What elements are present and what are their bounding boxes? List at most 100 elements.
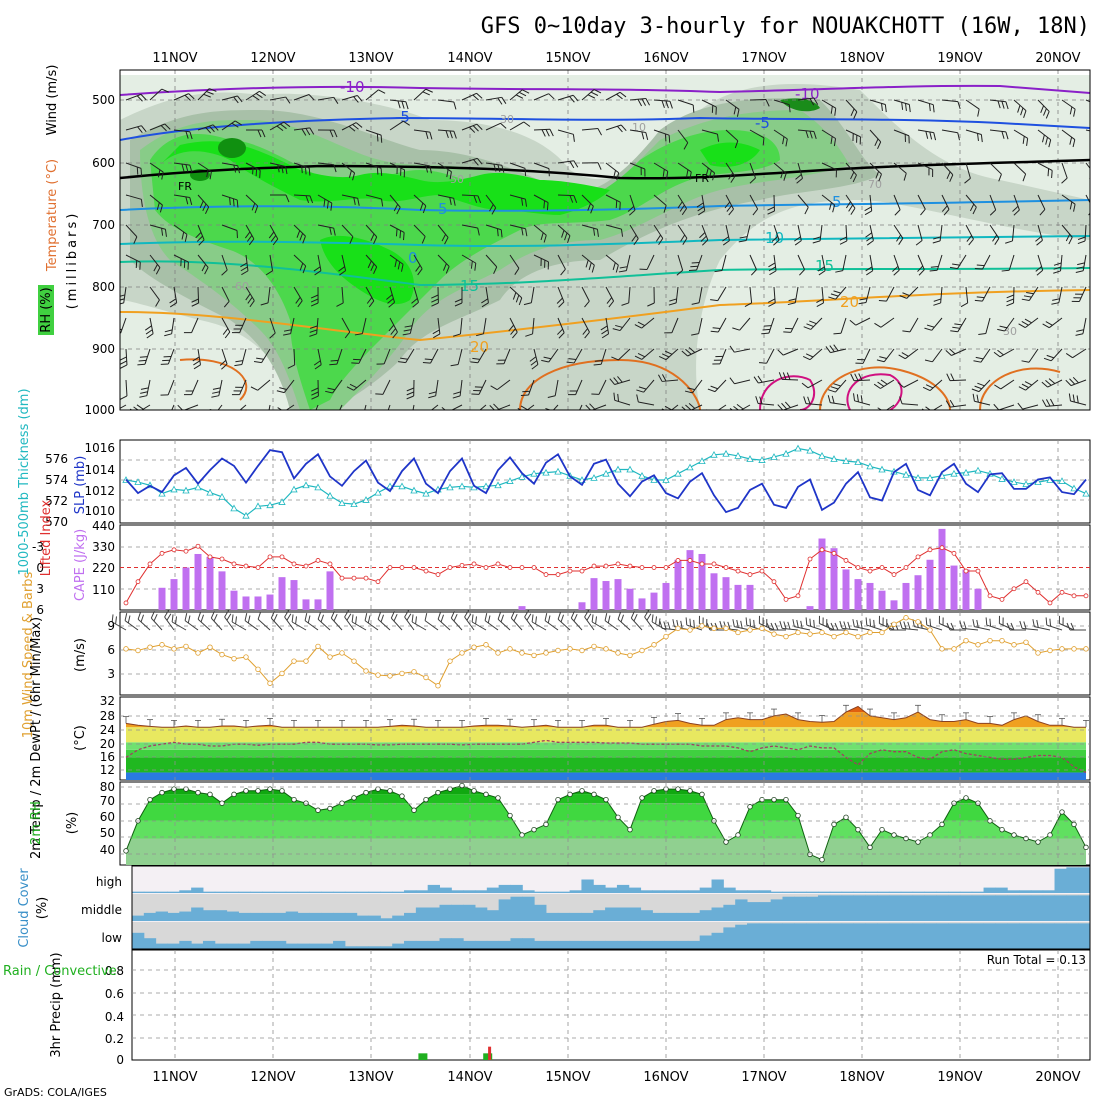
wind-barb bbox=[533, 162, 550, 170]
wind-barb-flag bbox=[272, 238, 279, 246]
thickness-point bbox=[734, 452, 742, 459]
wind-barb-flag bbox=[424, 358, 433, 361]
wind-barb-flag bbox=[685, 348, 692, 355]
li-point bbox=[231, 561, 237, 567]
wind-speed-point bbox=[1011, 642, 1017, 648]
wind-barb-flag bbox=[949, 174, 954, 182]
li-point bbox=[543, 572, 549, 577]
wind-barb-flag bbox=[778, 372, 783, 380]
wind-barb bbox=[965, 224, 974, 240]
pressure-tick: 700 bbox=[92, 218, 115, 232]
date-tick-label: 17NOV bbox=[741, 1070, 786, 1085]
wind-barb-flag bbox=[615, 265, 619, 273]
wind-barb-flag bbox=[833, 332, 842, 335]
wind-barb-flag bbox=[736, 403, 744, 410]
wind-barb bbox=[479, 404, 487, 410]
rh-point bbox=[255, 788, 261, 794]
wind-barb-flag bbox=[989, 618, 992, 627]
wind-barb-flag bbox=[591, 265, 595, 273]
precip-tick: 0.4 bbox=[105, 1010, 124, 1024]
wind-barb bbox=[941, 162, 954, 176]
wind-speed-point bbox=[915, 619, 921, 625]
wind-barb-flag bbox=[330, 359, 339, 362]
wind-barb bbox=[125, 254, 141, 263]
date-tick-label: 18NOV bbox=[839, 51, 884, 66]
cloud-cover-bar bbox=[841, 891, 854, 893]
wind-barb-flag bbox=[661, 353, 670, 358]
rh-point bbox=[567, 791, 573, 798]
wind-barb-flag bbox=[325, 390, 333, 394]
wind-barb-flag bbox=[301, 165, 303, 174]
wind-barb bbox=[457, 348, 463, 365]
wind-barb-flag bbox=[771, 236, 779, 242]
upper-wind-barbs bbox=[120, 88, 1090, 410]
wind-barb bbox=[120, 404, 127, 409]
wind-barb bbox=[557, 317, 565, 333]
wind-barb bbox=[604, 620, 619, 631]
wind-barb-flag bbox=[1023, 295, 1032, 298]
wind-barb-flag bbox=[313, 266, 321, 272]
cloud-cover-bar bbox=[628, 940, 642, 949]
wind-barb-flag bbox=[833, 344, 839, 352]
wind-speed-point bbox=[123, 646, 129, 652]
wind-barb-flag bbox=[153, 264, 158, 272]
li-point bbox=[1083, 593, 1089, 599]
wind-barb-flag bbox=[1049, 398, 1055, 406]
cloud-cover-bar bbox=[735, 890, 748, 893]
rh-point bbox=[603, 796, 609, 803]
wind-speed-point bbox=[699, 623, 705, 629]
wind-barb-flag bbox=[604, 613, 608, 621]
wind-barb-flag bbox=[327, 387, 336, 391]
wind-barb bbox=[365, 194, 382, 200]
rh-legend-label: RH (%) bbox=[39, 287, 54, 332]
thickness-point bbox=[326, 491, 334, 499]
wind-barb-flag bbox=[253, 360, 262, 364]
cloud-cover-bar bbox=[900, 895, 914, 921]
wind-barb-flag bbox=[850, 373, 855, 381]
wind-barb-flag bbox=[928, 103, 931, 112]
wind-barb-flag bbox=[1069, 137, 1073, 145]
wind-barb-flag bbox=[794, 240, 802, 246]
thickness-point bbox=[182, 486, 190, 494]
cloud-cover-bar bbox=[936, 891, 949, 893]
wind-barb-flag bbox=[543, 200, 546, 209]
wind-barb-flag bbox=[453, 391, 461, 395]
wind-barb bbox=[758, 379, 775, 384]
thickness-point bbox=[686, 463, 694, 471]
wind-barb-flag bbox=[667, 621, 671, 630]
cloud-cover-bar bbox=[132, 932, 145, 949]
wind-barb-flag bbox=[475, 616, 478, 625]
wind-barb-flag bbox=[115, 616, 118, 625]
wind-barb bbox=[886, 286, 895, 302]
wind-barb-flag bbox=[508, 324, 515, 332]
rh-point bbox=[855, 826, 861, 833]
wind-barb-flag bbox=[826, 622, 831, 631]
wind-barb-flag bbox=[732, 619, 735, 627]
wind-barb-flag bbox=[213, 613, 218, 622]
thickness-point bbox=[1022, 480, 1030, 488]
wind-barb-flag bbox=[515, 94, 524, 99]
rh-contour-label: 30 bbox=[500, 113, 514, 126]
wind-barb bbox=[336, 348, 343, 365]
wind-barb-flag bbox=[212, 391, 220, 394]
wind-barb bbox=[341, 317, 351, 333]
wind-barb-flag bbox=[281, 165, 284, 174]
wind-barb-flag bbox=[348, 170, 352, 178]
wind-barb-flag bbox=[907, 621, 911, 630]
wind-barb-flag bbox=[206, 169, 209, 178]
wind-speed-point bbox=[543, 650, 549, 656]
cloud-cover-bar bbox=[191, 887, 204, 893]
wind-barb bbox=[989, 194, 997, 211]
wind-barb bbox=[842, 254, 847, 271]
wind-barb bbox=[821, 162, 837, 171]
wind-barb bbox=[797, 194, 809, 208]
wind-barb-flag bbox=[1005, 131, 1009, 140]
thickness-point bbox=[194, 483, 202, 491]
wind-barb bbox=[509, 194, 526, 200]
cloud-cover-bar bbox=[841, 895, 854, 921]
wind-barb-flag bbox=[645, 132, 649, 140]
wind-barb-flag bbox=[257, 129, 262, 138]
cloud-cover-bar bbox=[202, 940, 216, 949]
wind-barb-flag bbox=[380, 614, 385, 623]
rh-point bbox=[291, 796, 297, 803]
